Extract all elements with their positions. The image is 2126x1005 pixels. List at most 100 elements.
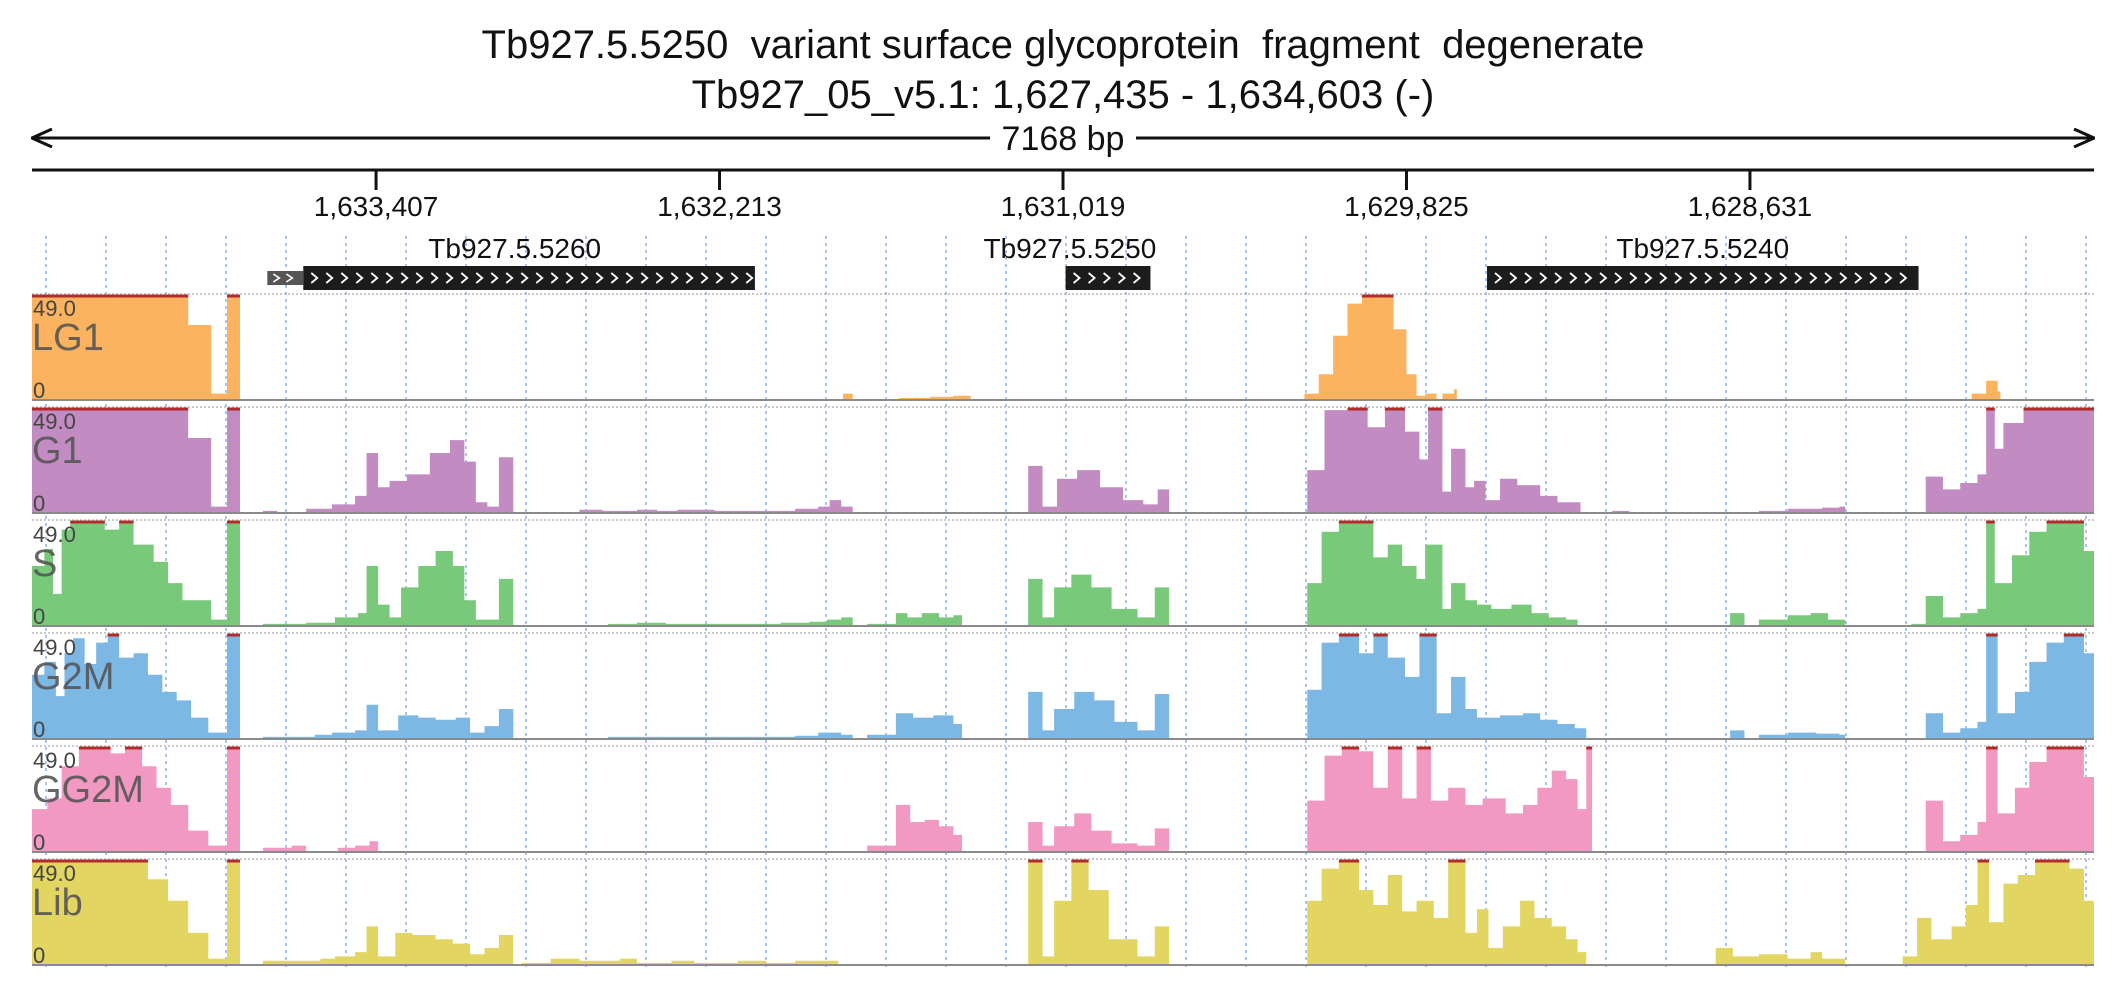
track-G2M: 49.0 0 G2M xyxy=(32,632,2094,742)
y-min-label: 0 xyxy=(33,378,45,403)
strand-arrow xyxy=(272,273,281,283)
track-S: 49.0 0 S xyxy=(32,519,2094,629)
chart-subtitle: Tb927_05_v5.1: 1,627,435 - 1,634,603 (-) xyxy=(692,73,1435,117)
strand-arrow xyxy=(1554,272,1563,284)
gene-body xyxy=(303,266,755,290)
strand-arrow xyxy=(1073,272,1081,284)
strand-arrow xyxy=(1794,272,1803,284)
strand-arrow xyxy=(1659,272,1668,284)
strand-arrow xyxy=(1644,272,1653,284)
strand-arrow xyxy=(460,272,469,284)
track-LG1: 49.0 0 LG1 xyxy=(32,293,2094,403)
strand-arrow xyxy=(1509,272,1518,284)
track-name-label: LG1 xyxy=(32,317,104,359)
y-max-label: 49.0 xyxy=(33,409,76,434)
gene-Tb927-5-5240: Tb927.5.5240 xyxy=(1487,233,1919,290)
gene-label: Tb927.5.5250 xyxy=(983,233,1156,264)
strand-arrow xyxy=(1118,272,1126,284)
strand-arrow xyxy=(595,272,604,284)
strand-arrow xyxy=(655,272,664,284)
strand-arrow xyxy=(1614,272,1623,284)
strand-arrow xyxy=(625,272,634,284)
strand-arrow xyxy=(310,272,319,284)
strand-arrow xyxy=(1779,272,1788,284)
strand-arrow xyxy=(505,272,514,284)
coverage-area xyxy=(32,634,2094,739)
strand-arrow xyxy=(1734,272,1743,284)
strand-arrow xyxy=(285,273,294,283)
strand-arrow xyxy=(1599,272,1608,284)
strand-arrow xyxy=(1569,272,1578,284)
y-max-label: 49.0 xyxy=(33,635,76,660)
strand-arrow xyxy=(385,272,394,284)
strand-arrow xyxy=(400,272,409,284)
track-name-label: GG2M xyxy=(32,769,144,811)
strand-arrow xyxy=(520,272,529,284)
strand-arrow xyxy=(1133,272,1141,284)
y-min-label: 0 xyxy=(33,604,45,629)
strand-arrow xyxy=(1103,272,1111,284)
track-name-label: G1 xyxy=(32,430,83,472)
strand-arrow xyxy=(340,272,349,284)
gene-utr xyxy=(267,271,304,285)
strand-arrow xyxy=(355,272,364,284)
strand-arrow xyxy=(1749,272,1758,284)
strand-arrow xyxy=(1839,272,1848,284)
y-min-label: 0 xyxy=(33,830,45,855)
coordinate-ticks: 1,633,407 1,632,213 1,631,019 1,629,825 1,62… xyxy=(314,170,1812,222)
strand-arrow xyxy=(1824,272,1833,284)
strand-arrow xyxy=(415,272,424,284)
strand-arrow xyxy=(1809,272,1818,284)
strand-arrow xyxy=(1719,272,1728,284)
gene-Tb927-5-5250: Tb927.5.5250 xyxy=(983,233,1156,290)
strand-arrow xyxy=(715,272,724,284)
coverage-area xyxy=(32,408,2094,513)
gene-annotation-track: Tb927.5.5260 Tb927.5.5250 Tb927.5.5240 xyxy=(267,233,1919,290)
gene-label: Tb927.5.5260 xyxy=(428,233,601,264)
strand-arrow xyxy=(670,272,679,284)
strand-arrow xyxy=(325,272,334,284)
strand-arrow xyxy=(580,272,589,284)
y-min-label: 0 xyxy=(33,943,45,968)
strand-arrow xyxy=(1884,272,1893,284)
strand-arrow xyxy=(1674,272,1683,284)
axis-tick-label: 1,632,213 xyxy=(657,191,782,222)
strand-arrow xyxy=(445,272,454,284)
strand-arrow xyxy=(685,272,694,284)
y-max-label: 49.0 xyxy=(33,861,76,886)
axis-tick-label: 1,629,825 xyxy=(1344,191,1469,222)
strand-arrow xyxy=(535,272,544,284)
strand-arrow xyxy=(1764,272,1773,284)
strand-arrow xyxy=(745,272,754,284)
gene-label: Tb927.5.5240 xyxy=(1616,233,1789,264)
strand-arrow xyxy=(1869,272,1878,284)
axis-tick-label: 1,631,019 xyxy=(1001,191,1126,222)
strand-arrow xyxy=(490,272,499,284)
strand-arrow xyxy=(1584,272,1593,284)
strand-arrow xyxy=(610,272,619,284)
strand-arrow xyxy=(550,272,559,284)
strand-arrow xyxy=(565,272,574,284)
strand-arrow xyxy=(640,272,649,284)
axis-tick-label: 1,628,631 xyxy=(1688,191,1813,222)
track-name-label: G2M xyxy=(32,656,114,698)
axis-tick-label: 1,633,407 xyxy=(314,191,439,222)
track-Lib: 49.0 0 Lib xyxy=(32,858,2094,968)
gene-body xyxy=(1487,266,1919,290)
track-GG2M: 49.0 0 GG2M xyxy=(32,745,2094,855)
gene-Tb927-5-5260: Tb927.5.5260 xyxy=(267,233,755,290)
y-max-label: 49.0 xyxy=(33,296,76,321)
track-name-label: Lib xyxy=(32,882,83,924)
strand-arrow xyxy=(700,272,709,284)
y-min-label: 0 xyxy=(33,717,45,742)
strand-arrow xyxy=(1704,272,1713,284)
strand-arrow xyxy=(1899,272,1908,284)
coverage-area xyxy=(32,860,2094,965)
y-min-label: 0 xyxy=(33,491,45,516)
strand-arrow xyxy=(1539,272,1548,284)
strand-arrow xyxy=(1689,272,1698,284)
strand-arrow xyxy=(1629,272,1638,284)
span-label: 7168 bp xyxy=(1002,120,1125,158)
